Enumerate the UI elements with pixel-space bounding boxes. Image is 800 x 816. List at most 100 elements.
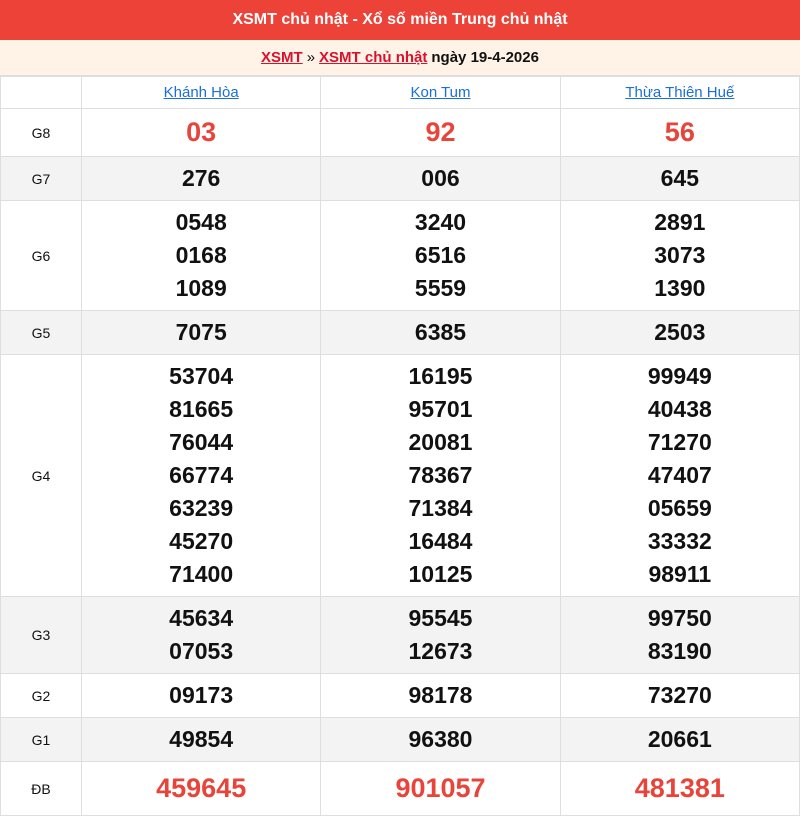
prize-row-g3: G3 45634 07053 95545 12673 99750 83190 [0, 596, 800, 674]
prize-cell: 03 [80, 108, 322, 157]
prize-cell: 7075 [80, 310, 322, 355]
prize-cell: 53704 81665 76044 66774 63239 45270 71400 [80, 354, 322, 597]
prize-number: 03 [186, 117, 217, 147]
prize-number: 76044 [169, 429, 234, 455]
prize-row-g1: G1 49854 96380 20661 [0, 717, 800, 762]
prize-number: 2891 [654, 209, 706, 235]
prize-cell: 98178 [320, 673, 561, 718]
prize-number: 10125 [408, 561, 473, 587]
prize-row-g6: G6 0548 0168 1089 3240 6516 5559 2891 3073 1390 [0, 200, 800, 311]
prize-number: 5559 [414, 275, 467, 301]
prize-cell: 73270 [559, 673, 800, 718]
prize-number: 45270 [169, 528, 234, 554]
prize-number: 1089 [175, 275, 227, 301]
prize-cell: 481381 [559, 761, 800, 816]
prize-number: 99750 [647, 605, 712, 631]
prize-number: 45634 [169, 605, 234, 631]
prize-number: 16195 [408, 363, 473, 389]
prize-number: 83190 [647, 638, 712, 664]
prize-number: 53704 [169, 363, 234, 389]
prize-number: 63239 [169, 495, 234, 521]
prize-number: 2503 [654, 319, 706, 345]
prize-number: 98178 [408, 682, 473, 708]
prize-number: 006 [421, 165, 460, 191]
prize-label: G8 [0, 108, 82, 157]
prize-cell: 6385 [320, 310, 561, 355]
draw-date: ngày 19-4-2026 [431, 49, 539, 66]
prize-number: 99949 [647, 363, 712, 389]
prize-label: G1 [0, 717, 82, 762]
prize-row-g4: G4 53704 81665 76044 66774 63239 45270 71400 161… [0, 354, 800, 597]
prize-label: G2 [0, 673, 82, 718]
prize-number: 92 [425, 117, 456, 147]
prize-cell: 99949 40438 71270 47407 05659 33332 98911 [559, 354, 800, 597]
province-link[interactable]: Khánh Hòa [163, 83, 239, 101]
prize-cell: 901057 [320, 761, 561, 816]
prize-number: 07053 [169, 638, 234, 664]
prize-number: 0548 [175, 209, 227, 235]
prize-number: 1390 [654, 275, 706, 301]
prize-number: 71384 [408, 495, 473, 521]
province-cell: Thừa Thiên Huế [559, 76, 800, 109]
prize-number: 71400 [169, 561, 234, 587]
prize-cell: 459645 [80, 761, 322, 816]
prize-cell: 99750 83190 [559, 596, 800, 674]
prize-number: 66774 [169, 462, 234, 488]
prize-number: 459645 [156, 773, 247, 803]
prize-number: 56 [664, 117, 695, 147]
breadcrumb-link-xsmt-sunday[interactable]: XSMT chủ nhật [319, 49, 428, 66]
prize-number: 6385 [414, 319, 467, 345]
prize-number: 05659 [647, 495, 712, 521]
breadcrumb-link-xsmt[interactable]: XSMT [261, 49, 303, 66]
prize-number: 98911 [648, 561, 712, 587]
prize-number: 33332 [647, 528, 712, 554]
page-header: XSMT chủ nhật - Xổ số miền Trung chủ nhậ… [0, 0, 800, 40]
province-cell: Kon Tum [320, 76, 561, 109]
prize-number: 81665 [169, 396, 234, 422]
prize-cell: 3240 6516 5559 [320, 200, 561, 311]
prize-label: G7 [0, 156, 82, 201]
prize-label: G3 [0, 596, 82, 674]
province-cell: Khánh Hòa [80, 76, 322, 109]
prize-number: 71270 [647, 429, 712, 455]
prize-number: 09173 [169, 682, 234, 708]
prize-number: 78367 [408, 462, 473, 488]
prize-cell: 09173 [80, 673, 322, 718]
prize-label: G4 [0, 354, 82, 597]
prize-row-g8: G8 03 92 56 [0, 108, 800, 157]
prize-number: 49854 [169, 726, 234, 752]
prize-label: G5 [0, 310, 82, 355]
prize-cell: 56 [559, 108, 800, 157]
prize-number: 95545 [408, 605, 473, 631]
prize-number: 276 [181, 165, 221, 191]
prize-cell: 96380 [320, 717, 561, 762]
prize-label: ĐB [0, 761, 82, 816]
prize-number: 3240 [414, 209, 467, 235]
prize-cell: 95545 12673 [320, 596, 561, 674]
prize-number: 481381 [634, 773, 725, 803]
page-title: XSMT chủ nhật - Xổ số miền Trung chủ nhậ… [232, 11, 568, 28]
breadcrumb-separator: » [306, 49, 316, 66]
prize-cell: 45634 07053 [80, 596, 322, 674]
prize-cell: 2891 3073 1390 [559, 200, 800, 311]
prize-row-g2: G2 09173 98178 73270 [0, 673, 800, 718]
prize-number: 645 [660, 165, 700, 191]
prize-number: 0168 [175, 242, 227, 268]
prize-number: 12673 [408, 638, 473, 664]
prize-cell: 0548 0168 1089 [80, 200, 322, 311]
prize-label: G6 [0, 200, 82, 311]
prize-number: 20081 [408, 429, 473, 455]
prize-cell: 276 [80, 156, 322, 201]
prize-row-đb: ĐB 459645 901057 481381 [0, 761, 800, 816]
prize-number: 96380 [408, 726, 473, 752]
prize-cell: 645 [559, 156, 800, 201]
province-link[interactable]: Thừa Thiên Huế [625, 83, 735, 101]
province-header-row: Khánh Hòa Kon Tum Thừa Thiên Huế [0, 76, 800, 109]
prize-number: 40438 [647, 396, 712, 422]
prize-number: 20661 [647, 726, 712, 752]
province-link[interactable]: Kon Tum [410, 83, 471, 101]
breadcrumb: XSMT » XSMT chủ nhật ngày 19-4-2026 [0, 40, 800, 76]
prize-number: 7075 [175, 319, 227, 345]
prize-number: 3073 [654, 242, 706, 268]
prize-number: 6516 [414, 242, 467, 268]
